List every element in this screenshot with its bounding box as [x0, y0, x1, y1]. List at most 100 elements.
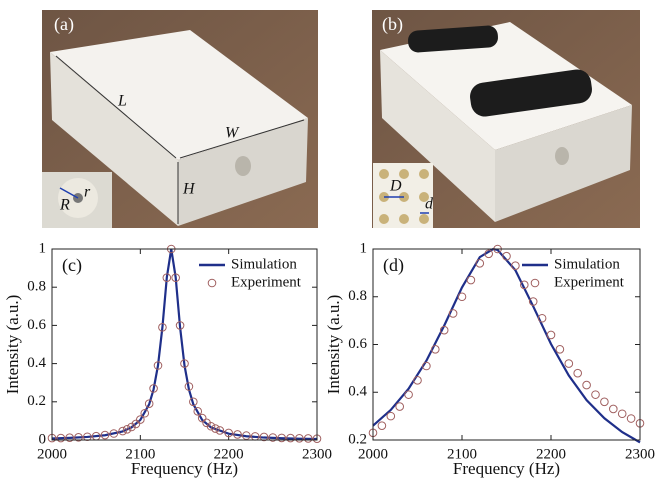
experiment-point — [268, 433, 278, 442]
legend-swatch — [530, 278, 540, 288]
legend-label: Simulation — [554, 256, 620, 272]
y-tick-label: 0.2 — [348, 431, 367, 447]
experiment-point — [600, 397, 609, 407]
scatterer-strip — [408, 25, 498, 53]
experiment-point — [65, 433, 74, 443]
y-tick-label: 0.2 — [27, 393, 46, 409]
experiment-point — [197, 413, 207, 423]
experiment-point — [127, 422, 136, 432]
experiment-point — [386, 411, 396, 421]
experiment-point — [617, 409, 627, 419]
experiment-point — [609, 404, 618, 414]
scatterer-strip — [470, 69, 592, 117]
experiment-point — [422, 361, 431, 371]
experiment-point — [295, 433, 304, 443]
experiment-point — [242, 431, 251, 440]
annotation: d — [425, 196, 434, 213]
annotation: D — [389, 178, 402, 195]
experiment-point — [457, 292, 467, 302]
x-axis-label: Frequency (Hz) — [453, 459, 560, 478]
annotation: L — [117, 93, 127, 110]
y-tick-label: 0.4 — [27, 355, 46, 371]
experiment-point — [118, 426, 127, 436]
block-top — [50, 30, 308, 160]
experiment-point — [136, 415, 145, 424]
experiment-point — [395, 402, 405, 411]
experiment-point — [502, 251, 511, 261]
y-tick-label: 0.8 — [27, 279, 46, 295]
experiment-point — [573, 368, 583, 378]
y-tick-label: 0.4 — [348, 384, 367, 400]
x-tick-label: 2000 — [37, 446, 67, 462]
dimension-line — [55, 55, 177, 159]
experiment-point — [193, 407, 203, 416]
hole — [235, 156, 251, 176]
experiment-point — [404, 390, 413, 399]
y-tick-label: 0.6 — [348, 336, 367, 352]
y-tick-label: 1 — [39, 240, 47, 256]
experiment-point — [582, 380, 591, 390]
experiment-point — [537, 313, 547, 323]
panel-label: (b) — [382, 14, 403, 35]
experiment-point — [171, 273, 180, 282]
hole — [555, 147, 569, 165]
experiment-point — [439, 325, 449, 335]
experiment-point — [109, 429, 119, 438]
legend-swatch — [207, 278, 217, 288]
panel-label: (d) — [383, 255, 404, 276]
experiment-point — [413, 376, 422, 385]
experiment-point — [149, 384, 158, 393]
photo-a: (a) L W H r R — [42, 10, 318, 228]
y-axis-label: Intensity (a.u.) — [3, 295, 22, 395]
experiment-point — [475, 259, 485, 268]
annotation: r — [84, 184, 91, 201]
experiment-point — [528, 297, 538, 306]
y-tick-label: 0 — [39, 431, 47, 447]
x-tick-label: 2000 — [358, 446, 388, 462]
y-axis-label: Intensity (a.u.) — [324, 295, 343, 395]
experiment-point — [131, 419, 141, 429]
panel-label: (a) — [54, 14, 74, 35]
panel-label: (c) — [62, 255, 82, 276]
experiment-point — [520, 280, 529, 290]
experiment-point — [233, 430, 242, 439]
experiment-point — [626, 414, 636, 423]
y-tick-label: 0.6 — [27, 317, 46, 333]
x-tick-label: 2300 — [625, 446, 655, 462]
radius-arrow — [59, 187, 79, 199]
experiment-point — [484, 249, 494, 259]
experiment-point — [184, 382, 194, 391]
experiment-point — [564, 359, 574, 368]
block-front — [50, 52, 178, 226]
experiment-point — [122, 425, 132, 434]
inset-dots — [379, 169, 429, 224]
legend-label: Simulation — [231, 256, 297, 272]
x-tick-label: 2100 — [447, 446, 477, 462]
experiment-point — [189, 397, 198, 407]
x-tick-label: 2200 — [536, 446, 566, 462]
experiment-point — [206, 421, 216, 431]
experiment-point — [144, 399, 154, 409]
experiment-point — [303, 434, 313, 443]
experiment-point — [153, 361, 163, 370]
experiment-point — [466, 275, 476, 285]
experiment-point — [100, 430, 110, 440]
experiment-point — [259, 432, 269, 442]
experiment-point — [211, 424, 220, 433]
experiment-point — [286, 433, 295, 443]
simulation-line — [51, 248, 318, 441]
x-tick-label: 2100 — [125, 446, 155, 462]
legend-label: Experiment — [554, 274, 625, 290]
experiment-point — [180, 359, 189, 368]
annotation: H — [182, 181, 196, 198]
experiment-point — [448, 309, 458, 318]
experiment-point — [215, 426, 225, 435]
experiment-point — [377, 421, 387, 430]
simulation-line — [372, 247, 641, 444]
experiment-point — [74, 433, 83, 442]
x-tick-label: 2200 — [214, 446, 244, 462]
annotation: R — [59, 197, 70, 214]
experiment-point — [83, 432, 92, 442]
